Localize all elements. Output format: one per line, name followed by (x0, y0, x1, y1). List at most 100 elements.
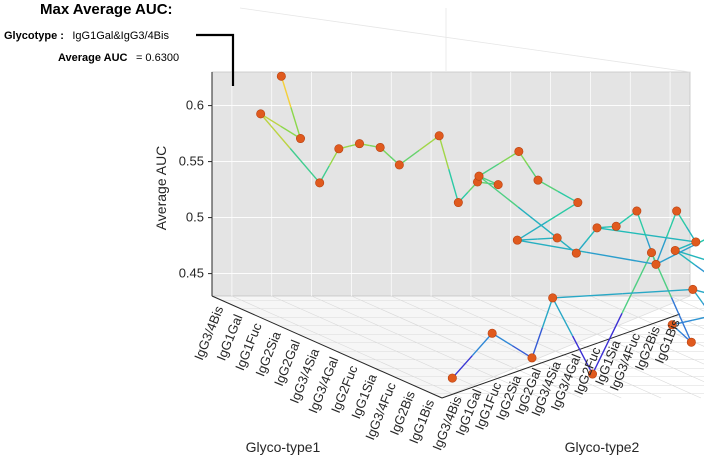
data-point (691, 237, 701, 247)
series-segment (438, 135, 450, 170)
series-segment (516, 220, 548, 241)
data-point (571, 248, 581, 258)
data-point (256, 109, 266, 119)
glycotype-line: Glycotype : IgG1Gal&IgG3/4Bis (4, 26, 169, 43)
series-segment (692, 288, 704, 294)
series-segment (670, 297, 692, 343)
series-segment (448, 168, 460, 203)
data-point (295, 134, 305, 144)
data-point (315, 178, 325, 188)
series-segment (636, 210, 648, 238)
series-segment (517, 206, 558, 239)
floor-gridline (590, 295, 704, 347)
data-point (493, 180, 503, 190)
z-tick-label: 0.55 (179, 154, 204, 169)
data-point (611, 221, 621, 231)
series-segment (591, 313, 623, 375)
floor-gridline (351, 295, 582, 399)
floor-gridline (510, 295, 704, 383)
auc-line: Average AUC = 0.6300 (58, 48, 179, 65)
gt2-axis-line (441, 313, 681, 399)
data-point (646, 248, 656, 258)
series-segment (691, 316, 704, 321)
series-segment (290, 107, 302, 139)
floor-gridline (231, 295, 463, 399)
data-point (533, 175, 543, 185)
floor-gridline (550, 295, 704, 365)
series-segment (622, 288, 693, 295)
floor-gridline (630, 295, 704, 330)
auc-value: = 0.6300 (136, 52, 179, 64)
floor-gridline (391, 295, 622, 399)
floor-gridline (311, 295, 542, 399)
annotation-leader-line (196, 33, 235, 86)
data-point (487, 328, 497, 338)
series-segment (531, 327, 543, 359)
z-tick-label: 0.45 (179, 266, 204, 281)
series-segment (260, 113, 291, 149)
data-point (573, 198, 583, 208)
floor-gridline (430, 295, 662, 399)
data-point (434, 131, 444, 141)
series-segment (586, 251, 657, 266)
data-point (672, 206, 682, 216)
max-annotation-title: Max Average AUC: (40, 1, 173, 18)
series-segment (552, 297, 574, 337)
data-point (512, 235, 522, 245)
data-point (527, 353, 537, 363)
data-point (453, 198, 463, 208)
data-point (667, 320, 677, 330)
series-markers (256, 71, 701, 383)
data-point (587, 369, 597, 379)
data-point (334, 144, 344, 154)
axes-panes (211, 71, 691, 399)
grid-lines (212, 7, 704, 399)
series-segment (289, 147, 321, 184)
series-segment (451, 355, 473, 379)
zlabel: Average AUC (153, 146, 169, 231)
z-tick-label: 0.6 (186, 98, 204, 113)
data-point (686, 337, 696, 347)
gt1-axis-line (211, 295, 443, 399)
glycotype-label: Glycotype : (4, 30, 64, 42)
data-point (276, 71, 286, 81)
data-point (632, 206, 642, 216)
data-point (552, 233, 562, 243)
data-point (447, 373, 457, 383)
data-point (394, 160, 404, 170)
ylabel: Glyco-type2 (565, 439, 640, 455)
series-segment (665, 210, 678, 238)
data-point (592, 223, 602, 233)
floor-gridline (669, 295, 704, 312)
series-segment (695, 239, 704, 245)
xlabel: Glyco-type1 (246, 439, 321, 455)
auc-label: Average AUC (58, 52, 128, 64)
data-point (651, 259, 661, 269)
series-segment (280, 76, 292, 108)
top-guide (239, 7, 691, 73)
data-point (375, 142, 385, 152)
max-annotation: Max Average AUC: Glycotype : IgG1Gal&IgG… (4, 1, 235, 86)
axis-lines (211, 72, 681, 399)
data-point (688, 284, 698, 294)
data-point (354, 139, 364, 149)
series-segment (552, 292, 623, 299)
data-point (548, 293, 558, 303)
floor-gridline (271, 295, 502, 399)
series-segment (674, 249, 704, 261)
series-segment (541, 297, 554, 329)
series-segment (547, 201, 579, 222)
series-segment (694, 264, 704, 273)
data-point (514, 146, 524, 156)
data-point (670, 245, 680, 255)
series-segment (478, 175, 519, 208)
series-segment (655, 237, 667, 265)
series-segment (471, 332, 493, 357)
series-segment (646, 234, 696, 243)
series-segment (596, 227, 647, 236)
data-point (474, 171, 484, 181)
z-tick-label: 0.5 (186, 210, 204, 225)
series-segment (571, 335, 594, 375)
